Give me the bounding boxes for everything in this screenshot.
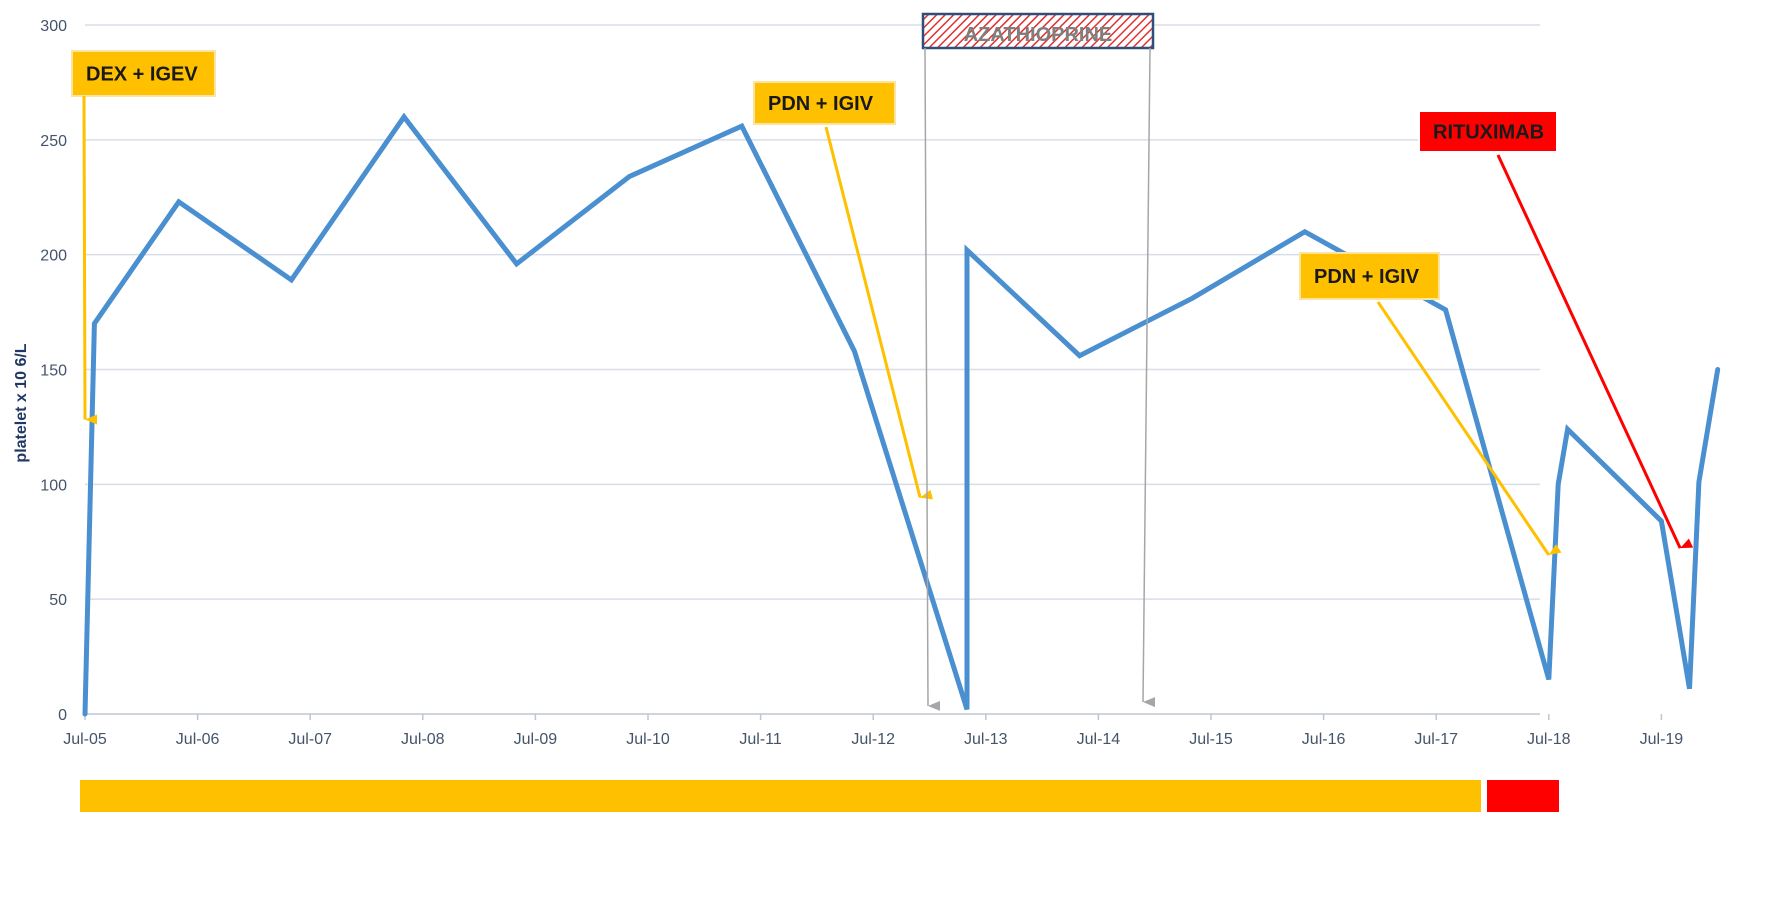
azathioprine-label: AZATHIOPRINE [964,24,1113,46]
x-tick-label: Jul-18 [1527,731,1571,748]
series-line [82,112,1721,717]
y-tick-label: 50 [49,592,67,609]
x-tick-label: Jul-10 [626,731,670,748]
callout-box [71,50,216,97]
y-tick-label: 200 [40,248,67,265]
callout-arrow [824,126,933,500]
x-tick-label: Jul-16 [1302,731,1346,748]
azathioprine-end-arrow [1142,47,1156,708]
x-tick-label: Jul-08 [401,731,445,748]
callout-box [753,81,896,125]
y-tick-label: 300 [40,18,67,35]
callout-label: RITUXIMAB [1433,122,1544,144]
callout-label: PDN + IGIV [1314,266,1420,288]
y-axis: 0 50 100 150 200 250 300 [40,18,67,724]
y-tick-label: 250 [40,133,67,150]
treatment-bars [80,780,1559,812]
callout-label: DEX + IGEV [86,64,198,86]
x-axis: Jul-05 Jul-06 Jul-07 Jul-08 Jul-09 Jul-10 Jul-… [63,713,1684,748]
gridlines [85,24,1540,600]
x-tick-label: Jul-07 [288,731,332,748]
callout-arrow [1496,154,1694,549]
treatment-bar [80,780,1481,812]
x-tick-label: Jul-17 [1414,731,1458,748]
x-tick-label: Jul-14 [1077,731,1121,748]
x-tick-label: Jul-06 [176,731,220,748]
treatment-bar [1487,780,1559,812]
callout-box [1418,110,1558,153]
callout-arrow [82,95,98,425]
annotations: DEX + IGEV PDN + IGIV PDN + IGIV RITUXIMAB A… [71,12,1694,711]
y-tick-label: 100 [40,477,67,494]
callout-box [1299,252,1440,300]
x-tick-label: Jul-19 [1640,731,1684,748]
callout-label: PDN + IGIV [768,93,874,115]
x-tick-label: Jul-12 [851,731,895,748]
x-tick-label: Jul-05 [63,731,107,748]
callout-arrow [1376,301,1562,556]
x-tick-label: Jul-13 [964,731,1008,748]
x-tick-label: Jul-11 [739,731,781,748]
azathioprine-start-arrow [924,47,941,711]
y-tick-label: 150 [40,363,67,380]
x-tick-label: Jul-09 [514,731,558,748]
azathioprine-box [921,12,1155,50]
y-axis-label: platelet x 10 6/L [13,343,30,462]
x-tick-label: Jul-15 [1189,731,1233,748]
data-series [82,112,1721,717]
y-tick-label: 0 [58,707,67,724]
